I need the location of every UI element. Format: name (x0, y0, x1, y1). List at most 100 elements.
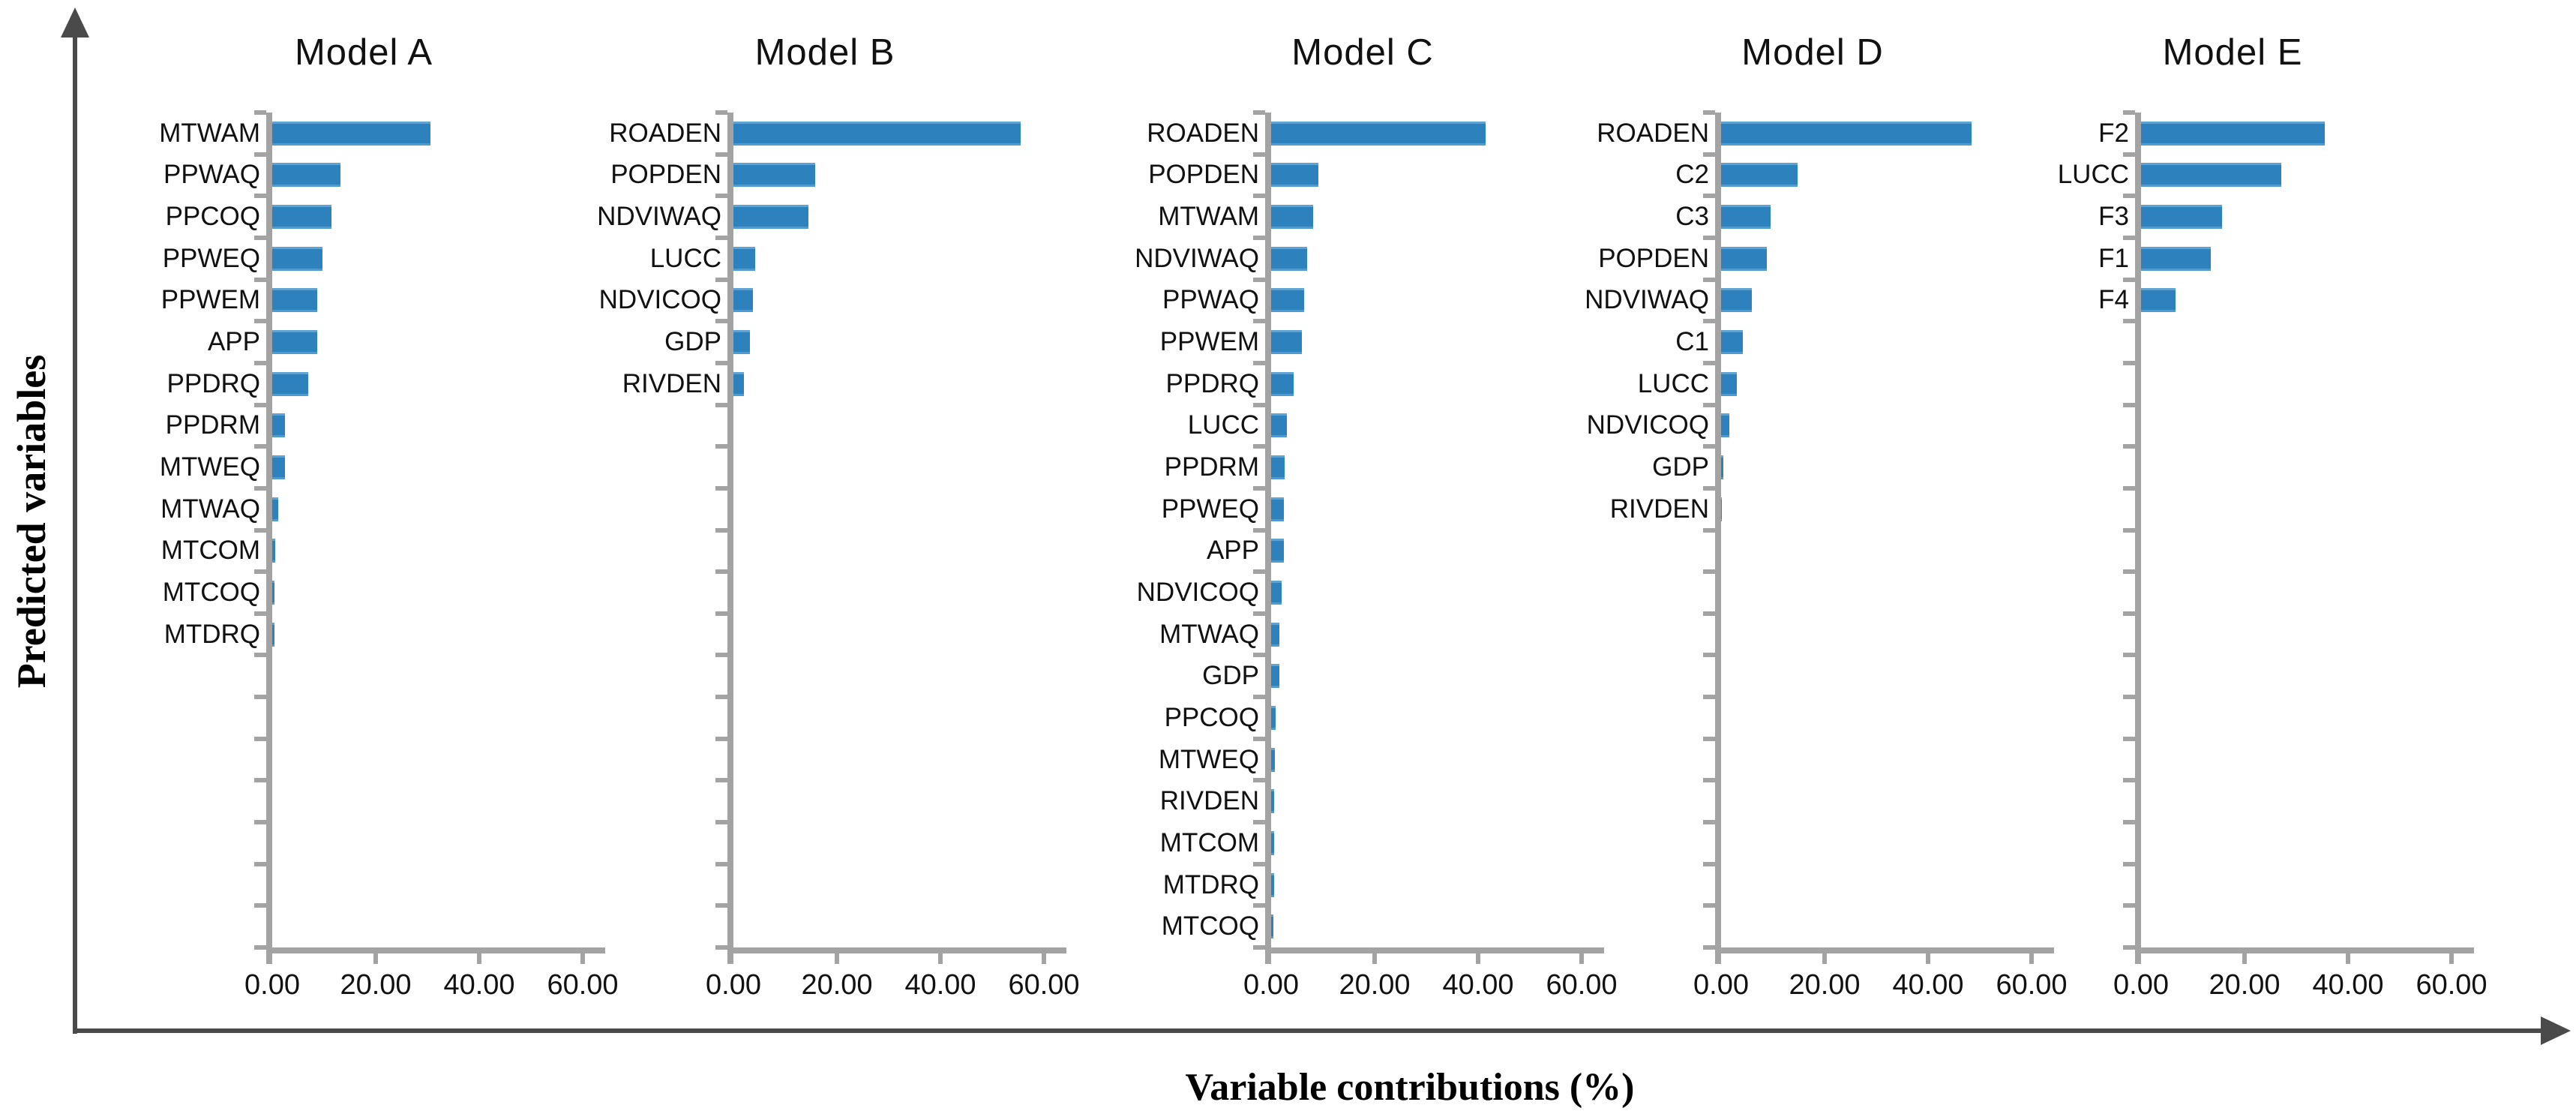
y-axis-tick (715, 695, 727, 700)
y-axis-tick (1703, 277, 1715, 282)
y-axis-tick (1703, 736, 1715, 741)
x-axis-tick (1579, 952, 1584, 964)
category-label: PPWEQ (162, 243, 260, 273)
bar (1271, 622, 1280, 647)
bar (272, 413, 286, 438)
bar (2141, 246, 2212, 271)
x-axis-tick (2449, 952, 2454, 964)
y-axis-tick (1703, 485, 1715, 491)
y-axis-tick (254, 152, 266, 157)
y-axis-tick (1703, 903, 1715, 908)
y-axis-tick (2123, 152, 2135, 157)
x-tick-label: 20.00 (1339, 969, 1411, 1001)
y-axis-tick (715, 235, 727, 240)
bar (1721, 121, 1972, 146)
y-axis-tick (715, 444, 727, 449)
category-label: PPCOQ (1164, 702, 1259, 732)
x-axis-arrow-line (75, 1028, 2542, 1033)
bar (272, 288, 318, 313)
x-axis-tick (2242, 952, 2247, 964)
y-axis-tick (254, 194, 266, 199)
x-tick-label: 0.00 (1243, 969, 1299, 1001)
bar (1271, 205, 1313, 230)
y-axis-tick (1253, 194, 1265, 199)
y-axis-tick (1253, 485, 1265, 491)
x-axis-arrowhead-icon (2541, 1016, 2571, 1045)
x-axis-tick (835, 952, 839, 964)
category-label: NDVICOQ (598, 285, 721, 315)
y-axis-tick (1253, 360, 1265, 365)
y-axis-tick (715, 360, 727, 365)
x-axis-tick (1042, 952, 1046, 964)
y-axis-tick (2123, 778, 2135, 783)
x-axis-tick (1822, 952, 1827, 964)
bar (272, 455, 286, 480)
category-label: F1 (2098, 243, 2129, 273)
category-label: MTCOQ (1161, 911, 1259, 941)
y-axis-tick (2123, 695, 2135, 700)
bar (1271, 580, 1282, 605)
x-tick-label: 60.00 (2416, 969, 2488, 1001)
y-axis-tick (1703, 194, 1715, 199)
category-label: PPDRM (165, 410, 260, 440)
y-axis-tick (1253, 277, 1265, 282)
category-label: LUCC (1637, 368, 1709, 398)
y-axis-tick (1253, 152, 1265, 157)
bar (2141, 205, 2222, 230)
category-label: MTWAM (159, 118, 260, 148)
category-label: POPDEN (1148, 160, 1259, 190)
category-label: NDVIWAQ (597, 202, 721, 232)
x-tick-label: 60.00 (1996, 969, 2068, 1001)
bar (2141, 163, 2281, 188)
bar (272, 246, 322, 271)
category-label: PPWEQ (1161, 494, 1259, 524)
category-label: GDP (1652, 452, 1709, 482)
bar (733, 288, 753, 313)
category-label: LUCC (1187, 410, 1259, 440)
category-label: MTWAQ (1159, 619, 1259, 649)
x-tick-label: 20.00 (340, 969, 412, 1001)
category-label: ROADEN (609, 118, 721, 148)
category-label: PPDRM (1164, 452, 1259, 482)
y-axis-tick (2123, 485, 2135, 491)
bar (272, 539, 276, 563)
bar (1271, 288, 1305, 313)
y-axis-tick (254, 736, 266, 741)
bar (2141, 121, 2325, 146)
y-axis-tick (715, 194, 727, 199)
x-axis-line (2135, 947, 2474, 953)
bar (733, 205, 809, 230)
category-label: PPWEM (1159, 327, 1259, 357)
y-axis-tick (254, 277, 266, 282)
category-label: MTWAM (1158, 202, 1259, 232)
y-axis-tick (1253, 569, 1265, 575)
bar (1721, 205, 1771, 230)
y-axis-tick (2123, 736, 2135, 741)
y-axis-tick (1703, 820, 1715, 825)
panel-title: Model A (294, 32, 433, 73)
bar (1271, 747, 1275, 772)
x-tick-label: 0.00 (1693, 969, 1749, 1001)
bar (733, 121, 1021, 146)
panel-title: Model D (1741, 32, 1884, 73)
bar (1271, 121, 1486, 146)
category-label: NDVICOQ (1586, 410, 1709, 440)
bar (272, 622, 275, 647)
category-label: C2 (1675, 160, 1709, 190)
x-axis-tick (1372, 952, 1377, 964)
y-axis-tick (254, 695, 266, 700)
y-axis-line (1265, 113, 1271, 964)
y-axis-tick (254, 861, 266, 866)
y-axis-tick (1703, 319, 1715, 324)
y-axis-tick (715, 611, 727, 616)
y-axis-tick (1703, 444, 1715, 449)
x-tick-label: 0.00 (706, 969, 761, 1001)
y-axis-tick (715, 277, 727, 282)
x-axis-tick (2029, 952, 2034, 964)
y-axis-tick (715, 402, 727, 407)
panel-title: Model B (754, 32, 895, 73)
bar (1271, 539, 1285, 563)
bar (1721, 371, 1737, 396)
category-label: LUCC (2057, 160, 2129, 190)
y-axis-tick (2123, 903, 2135, 908)
